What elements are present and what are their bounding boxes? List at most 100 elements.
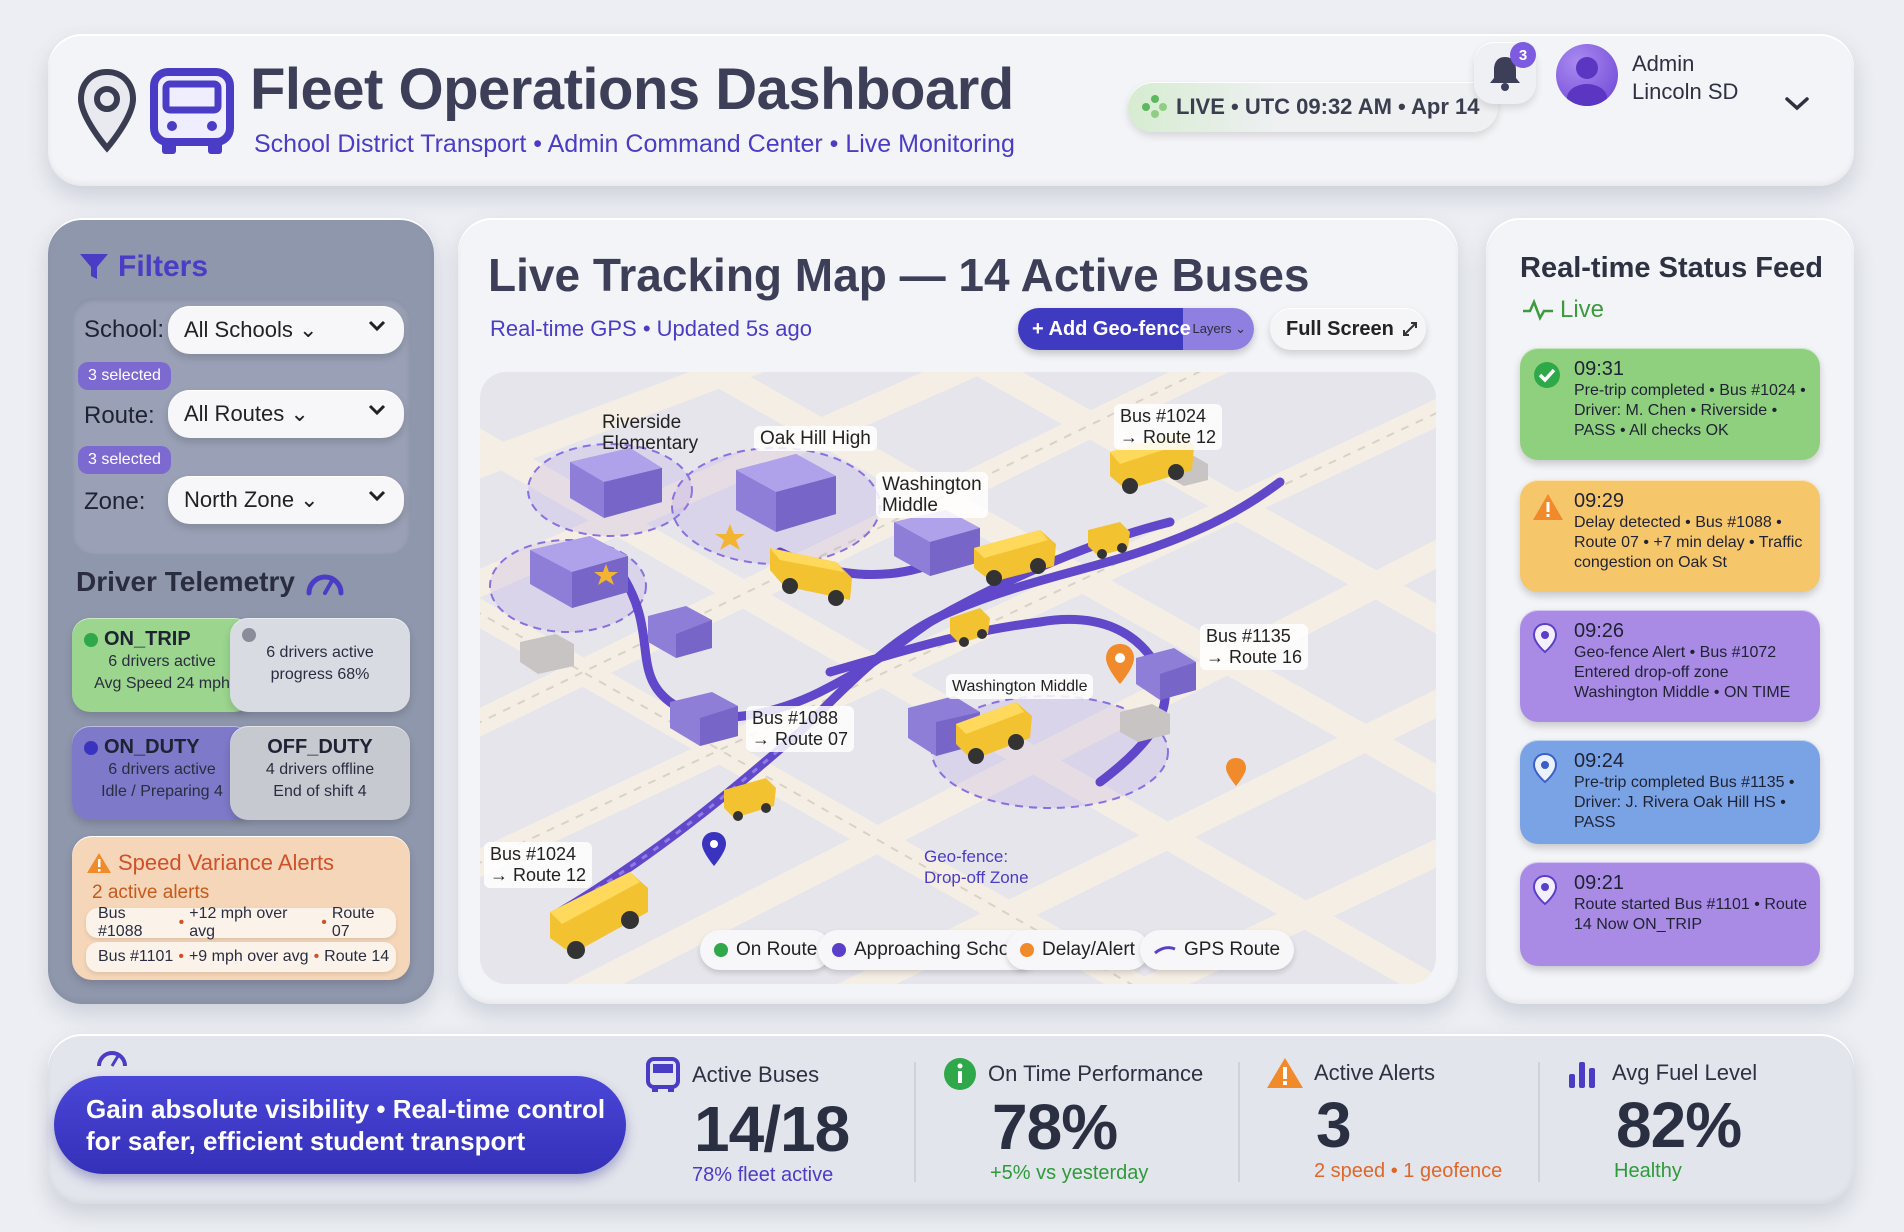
school-building bbox=[736, 454, 836, 532]
map-panel: Live Tracking Map — 14 Active Buses Real… bbox=[458, 218, 1458, 1004]
bus-icon bbox=[646, 1057, 680, 1092]
add-geofence-button[interactable]: + Add Geo-fence Layers ⌄ bbox=[1018, 308, 1254, 350]
speed-alerts-title: Speed Variance Alerts bbox=[86, 850, 334, 876]
warning-icon bbox=[1533, 494, 1563, 520]
speed-alert-row[interactable]: Bus #1101 • +9 mph over avg • Route 14 bbox=[86, 942, 396, 972]
map-subtitle: Real-time GPS • Updated 5s ago bbox=[490, 316, 812, 341]
layers-dropdown[interactable]: Layers ⌄ bbox=[1192, 321, 1246, 336]
location-pin-icon bbox=[77, 68, 137, 153]
kpi-bar: Gain absolute visibility • Real-time con… bbox=[48, 1034, 1854, 1204]
live-status-pill: LIVE • UTC 09:32 AM • Apr 14 bbox=[1128, 82, 1498, 132]
school-building bbox=[648, 606, 712, 658]
filters-panel: Filters School: All Schools ⌄ 3 selected… bbox=[48, 218, 434, 1004]
kpi-on-time: On Time Performance 78% +5% vs yesterday bbox=[942, 1056, 1203, 1185]
legend-dot bbox=[1020, 943, 1034, 957]
map-label-bus-1135[interactable]: Bus #1135 → Route 16 bbox=[1200, 624, 1309, 670]
school-label: School: bbox=[84, 316, 165, 343]
filters-title: Filters bbox=[78, 250, 208, 284]
school-building bbox=[1136, 648, 1196, 700]
gauge-icon bbox=[97, 1051, 127, 1067]
legend-dot bbox=[832, 943, 846, 957]
school-building bbox=[670, 692, 738, 746]
avatar[interactable] bbox=[1556, 44, 1618, 106]
legend-on-route[interactable]: On Route bbox=[700, 930, 832, 970]
map-label-riverside: Riverside Elementary bbox=[602, 412, 699, 454]
live-dots-icon bbox=[1142, 95, 1167, 119]
full-screen-button[interactable]: Full Screen bbox=[1270, 308, 1426, 350]
telemetry-card-progress[interactable]: 6 drivers active progress 68% bbox=[230, 618, 410, 712]
bus-marker[interactable] bbox=[974, 530, 1056, 586]
location-pin-icon[interactable] bbox=[1106, 644, 1134, 684]
bus-marker[interactable] bbox=[550, 872, 648, 959]
tracking-map[interactable]: Riverside Elementary Oak Hill High Washi… bbox=[480, 372, 1436, 984]
legend-gps-route[interactable]: GPS Route bbox=[1140, 930, 1295, 970]
user-role: Admin bbox=[1632, 51, 1695, 76]
school-select[interactable]: All Schools ⌄ bbox=[168, 306, 404, 354]
map-title: Live Tracking Map — 14 Active Buses bbox=[488, 249, 1310, 301]
pulse-icon bbox=[1523, 299, 1553, 321]
user-name: Admin Lincoln SD bbox=[1632, 50, 1738, 106]
warning-icon bbox=[87, 853, 111, 873]
bus-marker[interactable] bbox=[950, 608, 990, 647]
feed-item[interactable]: 09:31 Pre-trip completed • Bus #1024 • D… bbox=[1520, 348, 1820, 460]
status-dot bbox=[242, 628, 256, 642]
kpi-fuel-level: Avg Fuel Level 82% Healthy bbox=[1566, 1056, 1757, 1183]
telemetry-title: Driver Telemetry bbox=[76, 566, 345, 598]
feed-live-indicator: Live bbox=[1522, 296, 1604, 324]
filter-icon bbox=[80, 254, 108, 279]
bus-marker[interactable] bbox=[770, 548, 852, 606]
live-status-text: LIVE • UTC 09:32 AM • Apr 14 bbox=[1176, 94, 1480, 119]
telemetry-card-on-duty[interactable]: ON_DUTY 6 drivers active Idle / Preparin… bbox=[72, 726, 252, 820]
route-selected-tag: 3 selected bbox=[78, 446, 171, 474]
feed-item[interactable]: 09:24 Pre-trip completed Bus #1135 • Dri… bbox=[1520, 740, 1820, 844]
zone-label: Zone: bbox=[84, 488, 146, 515]
location-pin-icon bbox=[1532, 874, 1558, 906]
info-circle-icon bbox=[944, 1058, 976, 1090]
filter-group: School: All Schools ⌄ 3 selected Route: … bbox=[72, 298, 410, 554]
location-pin-icon bbox=[1532, 622, 1558, 654]
bus-marker[interactable] bbox=[956, 702, 1032, 764]
map-label-geofence: Geo-fence: Drop-off Zone bbox=[924, 847, 1029, 887]
user-org: Lincoln SD bbox=[1632, 79, 1739, 104]
map-label-bus-1024-b[interactable]: Bus #1024 → Route 12 bbox=[484, 842, 593, 888]
tagline-banner: Gain absolute visibility • Real-time con… bbox=[54, 1076, 626, 1174]
school-building bbox=[570, 448, 662, 518]
status-dot bbox=[84, 740, 98, 755]
route-line-icon bbox=[1154, 946, 1176, 955]
map-label-oak-hill: Oak Hill High bbox=[754, 426, 877, 451]
telemetry-card-on-trip[interactable]: ON_TRIP 6 drivers active Avg Speed 24 mp… bbox=[72, 618, 252, 712]
map-label-bus-1088[interactable]: Bus #1088 → Route 07 bbox=[746, 706, 855, 752]
speed-alert-row[interactable]: Bus #1088 • +12 mph over avg • Route 07 bbox=[86, 905, 396, 940]
location-pin-icon[interactable] bbox=[1226, 758, 1246, 786]
legend-dot bbox=[714, 943, 728, 957]
zone-select[interactable]: North Zone ⌄ bbox=[168, 476, 404, 524]
telemetry-card-off-duty[interactable]: OFF_DUTY 4 drivers offline End of shift … bbox=[230, 726, 410, 820]
feed-item[interactable]: 09:26 Geo-fence Alert • Bus #1072 Entere… bbox=[1520, 610, 1820, 722]
bus-icon bbox=[150, 68, 234, 154]
map-label-bus-1024[interactable]: Bus #1024 → Route 12 bbox=[1114, 404, 1223, 450]
speed-variance-alerts[interactable]: Speed Variance Alerts 2 active alerts Bu… bbox=[72, 836, 410, 980]
speed-alerts-count: 2 active alerts bbox=[92, 882, 210, 903]
school-building bbox=[894, 510, 980, 576]
status-dot bbox=[84, 632, 98, 647]
route-select[interactable]: All Routes ⌄ bbox=[168, 390, 404, 438]
map-label-washington: Washington Middle bbox=[876, 472, 988, 518]
bus-marker[interactable] bbox=[1088, 522, 1130, 559]
location-pin-icon[interactable] bbox=[702, 832, 726, 866]
route-label: Route: bbox=[84, 402, 155, 429]
check-circle-icon bbox=[1534, 362, 1560, 388]
map-label-washington-middle: Washington Middle bbox=[946, 674, 1094, 699]
legend-delay-alert[interactable]: Delay/Alert bbox=[1006, 930, 1149, 970]
chevron-down-icon[interactable] bbox=[1784, 96, 1810, 112]
feed-item[interactable]: 09:21 Route started Bus #1101 • Route 14… bbox=[1520, 862, 1820, 966]
school-selected-tag: 3 selected bbox=[78, 362, 171, 390]
gauge-icon bbox=[306, 574, 344, 596]
kpi-active-alerts: Active Alerts 3 2 speed • 1 geofence bbox=[1266, 1056, 1502, 1183]
user-icon bbox=[1567, 57, 1607, 106]
warning-icon bbox=[1267, 1058, 1303, 1088]
feed-item[interactable]: 09:29 Delay detected • Bus #1088 • Route… bbox=[1520, 480, 1820, 592]
bus-marker[interactable] bbox=[724, 778, 776, 821]
chevron-down-icon bbox=[368, 490, 386, 502]
location-pin-icon bbox=[1532, 752, 1558, 784]
legend-approaching-school[interactable]: Approaching School bbox=[818, 930, 1039, 970]
